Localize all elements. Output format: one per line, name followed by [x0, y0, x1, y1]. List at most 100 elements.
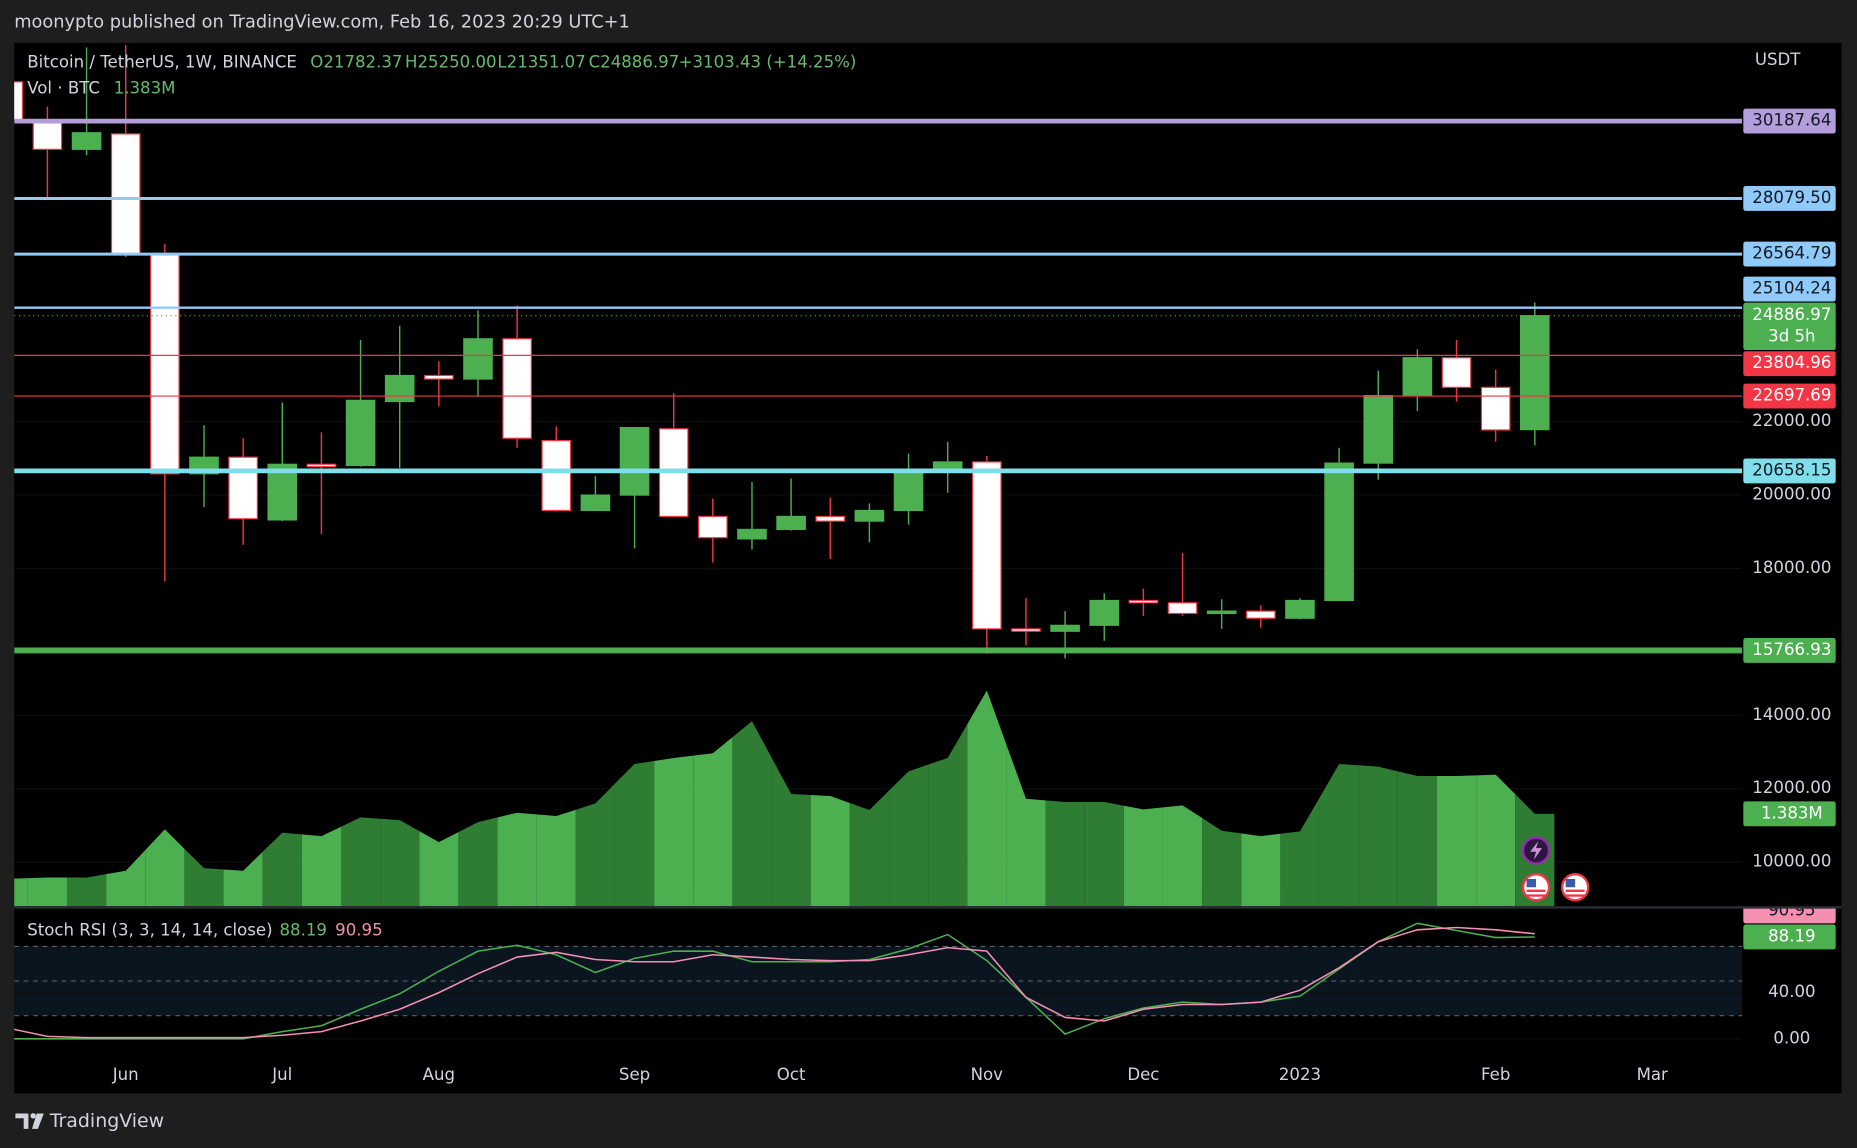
- published-by: moonypto published on TradingView.com, F…: [14, 13, 630, 33]
- x-tick-label: Jun: [112, 1065, 139, 1084]
- countdown: 3d 5h: [1768, 327, 1815, 346]
- x-tick-label: Jul: [271, 1065, 292, 1084]
- candle-body: [32, 119, 63, 150]
- candle-body: [580, 494, 611, 512]
- y-tick-label: 14000.00: [1752, 705, 1831, 724]
- candle-body: [698, 515, 728, 539]
- level-label-box: [1743, 276, 1836, 302]
- volume-bar: [1084, 802, 1124, 907]
- volume-bar: [1280, 797, 1320, 907]
- volume-bar: [340, 817, 381, 907]
- candle-body: [502, 338, 532, 439]
- volume-bar: [27, 877, 68, 907]
- logo-dot: [30, 1113, 36, 1119]
- candle-body: [893, 470, 924, 512]
- x-tick-label: Dec: [1127, 1065, 1159, 1084]
- flag-stripe: [1565, 894, 1585, 897]
- volume-bar: [732, 721, 772, 907]
- level-lines: [14, 118, 1743, 654]
- volume-bar: [1319, 763, 1359, 907]
- candle-body: [228, 456, 258, 520]
- candle-body: [463, 338, 493, 380]
- candle-body: [541, 440, 572, 512]
- brand-name: TradingView: [49, 1110, 164, 1132]
- logo-mark: [15, 1113, 29, 1129]
- y-tick-label: 22000.00: [1752, 411, 1831, 430]
- price-pane: [14, 45, 1743, 907]
- volume-bar: [184, 848, 224, 907]
- candle-body: [1480, 386, 1511, 431]
- volume-bar: [262, 832, 302, 907]
- candle-body: [1441, 357, 1472, 388]
- volume-bar: [223, 851, 263, 907]
- level-label-box: [1743, 383, 1836, 409]
- volume-bar: [614, 760, 655, 907]
- candle-body: [854, 509, 885, 522]
- candle-body: [1011, 628, 1041, 632]
- lightning-glyph: [1530, 841, 1542, 861]
- flag-canton: [1565, 878, 1576, 888]
- volume-bar: [380, 818, 420, 907]
- y-tick-label: 20000.00: [1752, 485, 1831, 504]
- volume-bar: [654, 755, 694, 907]
- volume-bar: [497, 812, 537, 907]
- candle-body: [306, 463, 337, 468]
- stoch-axis: 0.00 40.00 88.19 90.95: [1743, 908, 1836, 1047]
- candle-body: [14, 81, 24, 121]
- legend-change: +3103.43 (+14.25%): [679, 52, 857, 71]
- volume-bar: [693, 737, 733, 907]
- candle-body: [267, 463, 298, 521]
- volume-bar: [458, 817, 498, 907]
- currency: USDT: [1755, 50, 1801, 69]
- volume-bar: [536, 809, 576, 907]
- candle-body: [1050, 624, 1080, 632]
- time-axis: Jun Jul Aug Sep Oct Nov Dec 2023 Feb Mar: [112, 1065, 1668, 1084]
- price-axis: 10000.00 12000.00 14000.00 18000.00 20000.00…: [1743, 108, 1836, 871]
- candle-body: [150, 254, 180, 475]
- flag-canton: [1526, 878, 1537, 888]
- level-label: 26564.79: [1752, 244, 1831, 263]
- volume-bar: [1202, 818, 1242, 907]
- volume-bar: [575, 783, 615, 907]
- candle-body: [110, 133, 141, 256]
- level-label: 28079.50: [1752, 188, 1831, 207]
- volume-bar: [301, 826, 341, 907]
- stoch-line: [14, 926, 1535, 1039]
- candle-body: [972, 461, 1002, 630]
- volume-bar: [419, 831, 459, 907]
- legend-low: L21351.07: [497, 52, 585, 71]
- volume-bar: [849, 790, 889, 907]
- volume-bar: [1045, 800, 1085, 907]
- volume-legend-value: 1.383M: [114, 79, 176, 98]
- x-tick-label: Mar: [1637, 1065, 1668, 1084]
- level-label-box: [1743, 458, 1836, 484]
- candle-body: [1128, 599, 1159, 604]
- flag-stripe: [1526, 889, 1546, 892]
- candle-body: [815, 515, 846, 522]
- volume-bar: [106, 850, 146, 907]
- volume-bar: [928, 724, 968, 907]
- volume-bar: [1162, 805, 1203, 907]
- x-tick-label: Aug: [423, 1065, 455, 1084]
- stoch-label-box: [1743, 908, 1836, 924]
- volume-bar: [1241, 833, 1281, 907]
- stoch-pane: [14, 922, 1743, 1040]
- volume-bar: [67, 874, 107, 907]
- stoch-k-value: 88.19: [279, 921, 326, 940]
- x-tick-label: Sep: [619, 1065, 650, 1084]
- volume-bar: [771, 757, 811, 907]
- symbol-title: Bitcoin / TetherUS, 1W, BINANCE: [27, 52, 297, 71]
- x-tick-label: Oct: [777, 1065, 806, 1084]
- candle-body: [71, 132, 102, 150]
- level-label: 30187.64: [1752, 111, 1831, 130]
- y-tick-label: 40.00: [1768, 982, 1815, 1001]
- volume-title: Vol · BTC: [27, 79, 100, 98]
- level-label: 15766.93: [1752, 640, 1831, 659]
- stoch-d-value: 90.95: [335, 921, 382, 940]
- brand-logo: [15, 1113, 44, 1129]
- volume-bar: [1358, 765, 1398, 907]
- candle-body: [1206, 610, 1237, 615]
- volume-label: 1.383M: [1761, 803, 1823, 822]
- current-price-box: [1743, 302, 1836, 351]
- flag-stripe: [1565, 889, 1585, 892]
